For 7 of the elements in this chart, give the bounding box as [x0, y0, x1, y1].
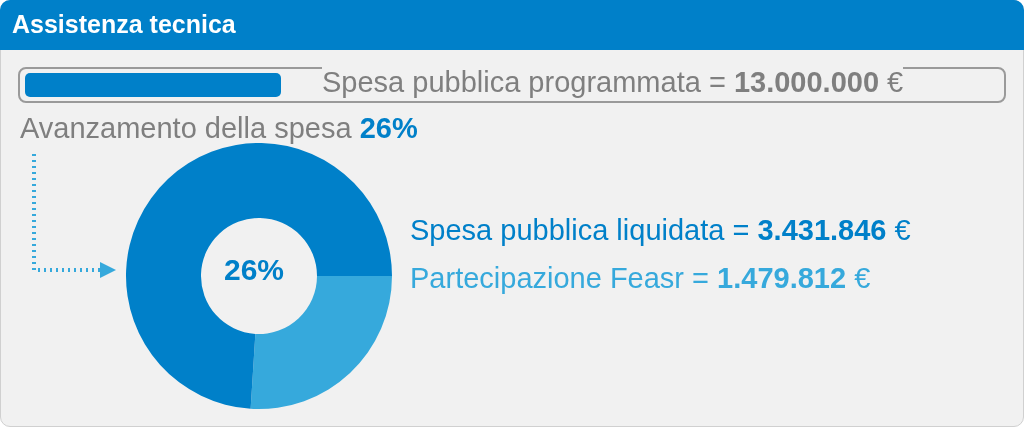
donut-slice [126, 143, 392, 409]
chart-title: Assistenza tecnica [12, 10, 236, 39]
text: Avanzamento della spesa 26% [20, 112, 418, 144]
text: 26% [222, 253, 285, 287]
text: Spesa pubblica liquidata = 3.431.846 € [410, 214, 911, 246]
text: Partecipazione Feasr = 1.479.812 € [410, 262, 871, 294]
text: Spesa pubblica programmata = 13.000.000 € [322, 66, 904, 98]
